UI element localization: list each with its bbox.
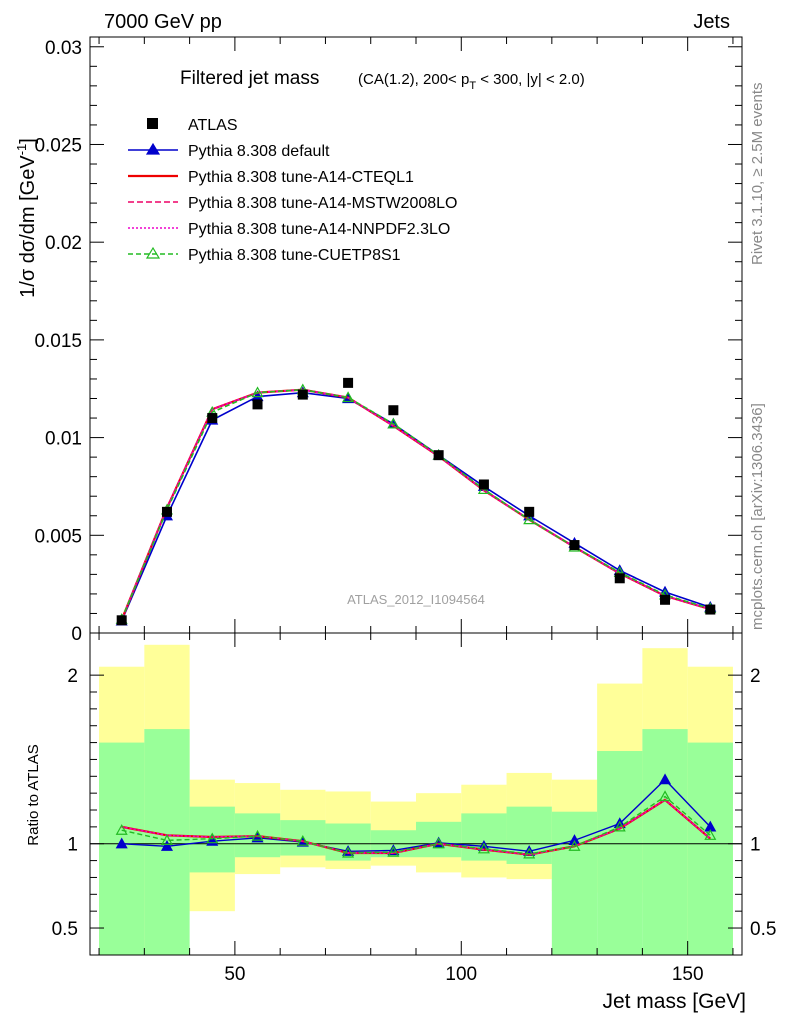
atlas-data-point	[207, 413, 218, 424]
ratio-series-marker	[704, 829, 717, 840]
main-data-points	[116, 377, 716, 626]
ratio-y-tick-label: 1	[67, 835, 78, 856]
atlas-data-point	[252, 399, 263, 410]
legend-marker	[145, 246, 161, 259]
ratio-y-tick-label-right: 1	[750, 835, 761, 856]
ratio-series-marker	[206, 832, 219, 844]
main-series-marker	[251, 386, 264, 398]
main-y-tick-label: 0.005	[34, 526, 82, 547]
legend-label: ATLAS	[188, 117, 238, 134]
atlas-data-point	[660, 594, 671, 605]
atlas-data-point	[161, 506, 172, 517]
legend-label: Pythia 8.308 tune-CUETP8S1	[188, 247, 401, 264]
atlas-data-point	[478, 479, 489, 490]
x-tick-label: 150	[672, 964, 704, 985]
main-y-tick-label: 0.02	[45, 233, 82, 254]
atlas-data-point	[297, 389, 308, 400]
main-y-tick-label: 0.025	[34, 135, 82, 156]
main-series-marker	[342, 391, 355, 403]
main-series-marker	[523, 513, 536, 525]
atlas-data-point	[433, 450, 444, 461]
ratio-series-marker	[659, 790, 672, 802]
legend-label: Pythia 8.308 tune-A14-CTEQL1	[188, 169, 414, 186]
main-y-axis-label: 1/σ dσ/dm [GeV-1]	[14, 138, 39, 298]
legend-label: Pythia 8.308 tune-A14-MSTW2008LO	[188, 195, 457, 212]
ratio-y-tick-label-right: 2	[750, 666, 761, 687]
ratio-band-bin	[597, 751, 643, 955]
header-right-label: Jets	[693, 11, 730, 33]
x-tick-label: 50	[224, 964, 245, 985]
ratio-y-tick-label-right: 0.5	[750, 919, 776, 940]
ratio-series-marker	[342, 846, 355, 858]
x-tick-label: 100	[445, 964, 477, 985]
ratio-series-marker	[296, 834, 309, 846]
legend: ATLAS Pythia 8.308 default Pythia 8.308 tu…	[128, 117, 457, 264]
ratio-band-bin	[687, 742, 733, 955]
ratio-y-tick-label: 2	[67, 666, 78, 687]
atlas-data-point	[388, 405, 399, 416]
main-y-tick-label: 0	[71, 624, 82, 645]
main-y-tick-label: 0.01	[45, 429, 82, 450]
ratio-panel: 0.5 0.5 1 1 2 2 50 100 150 Ratio to ATLAS Jet ma…	[25, 632, 776, 1013]
ratio-series-marker	[115, 837, 128, 849]
atlas-data-point	[705, 604, 716, 615]
legend-label: Pythia 8.308 tune-A14-NNPDF2.3LO	[188, 221, 450, 238]
ratio-band-bin	[99, 742, 145, 955]
ratio-band-bin	[642, 729, 688, 955]
ratio-band-bin	[461, 813, 507, 861]
legend-marker	[145, 142, 161, 155]
atlas-data-point	[614, 573, 625, 584]
ratio-series-line	[121, 778, 711, 853]
ratio-series-marker	[387, 845, 400, 857]
side-label-top: Rivet 3.1.10, ≥ 2.5M events	[749, 83, 766, 266]
atlas-data-point	[343, 377, 354, 388]
legend-label: Pythia 8.308 default	[188, 143, 330, 160]
atlas-data-point	[116, 615, 127, 626]
ratio-y-tick-label: 0.5	[52, 919, 78, 940]
main-series-lines	[115, 383, 717, 626]
ratio-series-marker	[568, 840, 581, 851]
x-axis-label: Jet mass [GeV]	[602, 990, 746, 1013]
atlas-data-point	[524, 506, 535, 517]
main-y-tick-label: 0.03	[45, 38, 82, 59]
ratio-y-axis-label: Ratio to ATLAS	[25, 744, 42, 845]
ratio-series-marker	[251, 829, 264, 841]
ratio-series-marker	[160, 840, 173, 851]
ratio-uncertainty-bands	[99, 644, 733, 955]
main-subtitle: (CA(1.2), 200< pT < 300, |y| < 2.0)	[358, 71, 585, 92]
legend-marker	[147, 118, 158, 129]
ratio-ticks: 0.5 0.5 1 1 2 2 50 100 150	[52, 633, 776, 985]
ratio-series-marker	[160, 834, 173, 845]
ratio-series-marker	[115, 824, 128, 835]
ratio-series-marker	[477, 842, 490, 854]
ratio-series-lines	[115, 773, 717, 859]
main-ticks: 0 0.005 0.01 0.015 0.02 0.025 0.03	[34, 37, 742, 645]
ratio-series-marker	[523, 847, 536, 859]
main-y-tick-label: 0.015	[34, 331, 82, 352]
side-label-bottom: mcplots.cern.ch [arXiv:1306.3436]	[749, 403, 766, 630]
ratio-series-marker	[613, 820, 626, 832]
watermark-label: ATLAS_2012_I1094564	[347, 592, 485, 607]
ratio-band-bin	[551, 811, 598, 955]
ratio-series-marker	[568, 834, 581, 845]
atlas-data-point	[569, 540, 580, 551]
header-left-label: 7000 GeV pp	[104, 11, 222, 33]
main-series-line	[120, 388, 711, 621]
main-series-marker	[387, 417, 400, 429]
ratio-series-marker	[659, 773, 672, 785]
main-title: Filtered jet mass	[180, 68, 319, 89]
main-series-line	[120, 391, 711, 622]
ratio-series-line	[121, 795, 711, 855]
ratio-series-marker	[432, 837, 445, 849]
main-panel: 0 0.005 0.01 0.015 0.02 0.025 0.03 Filtered je…	[14, 36, 743, 645]
main-series-line	[120, 388, 711, 620]
